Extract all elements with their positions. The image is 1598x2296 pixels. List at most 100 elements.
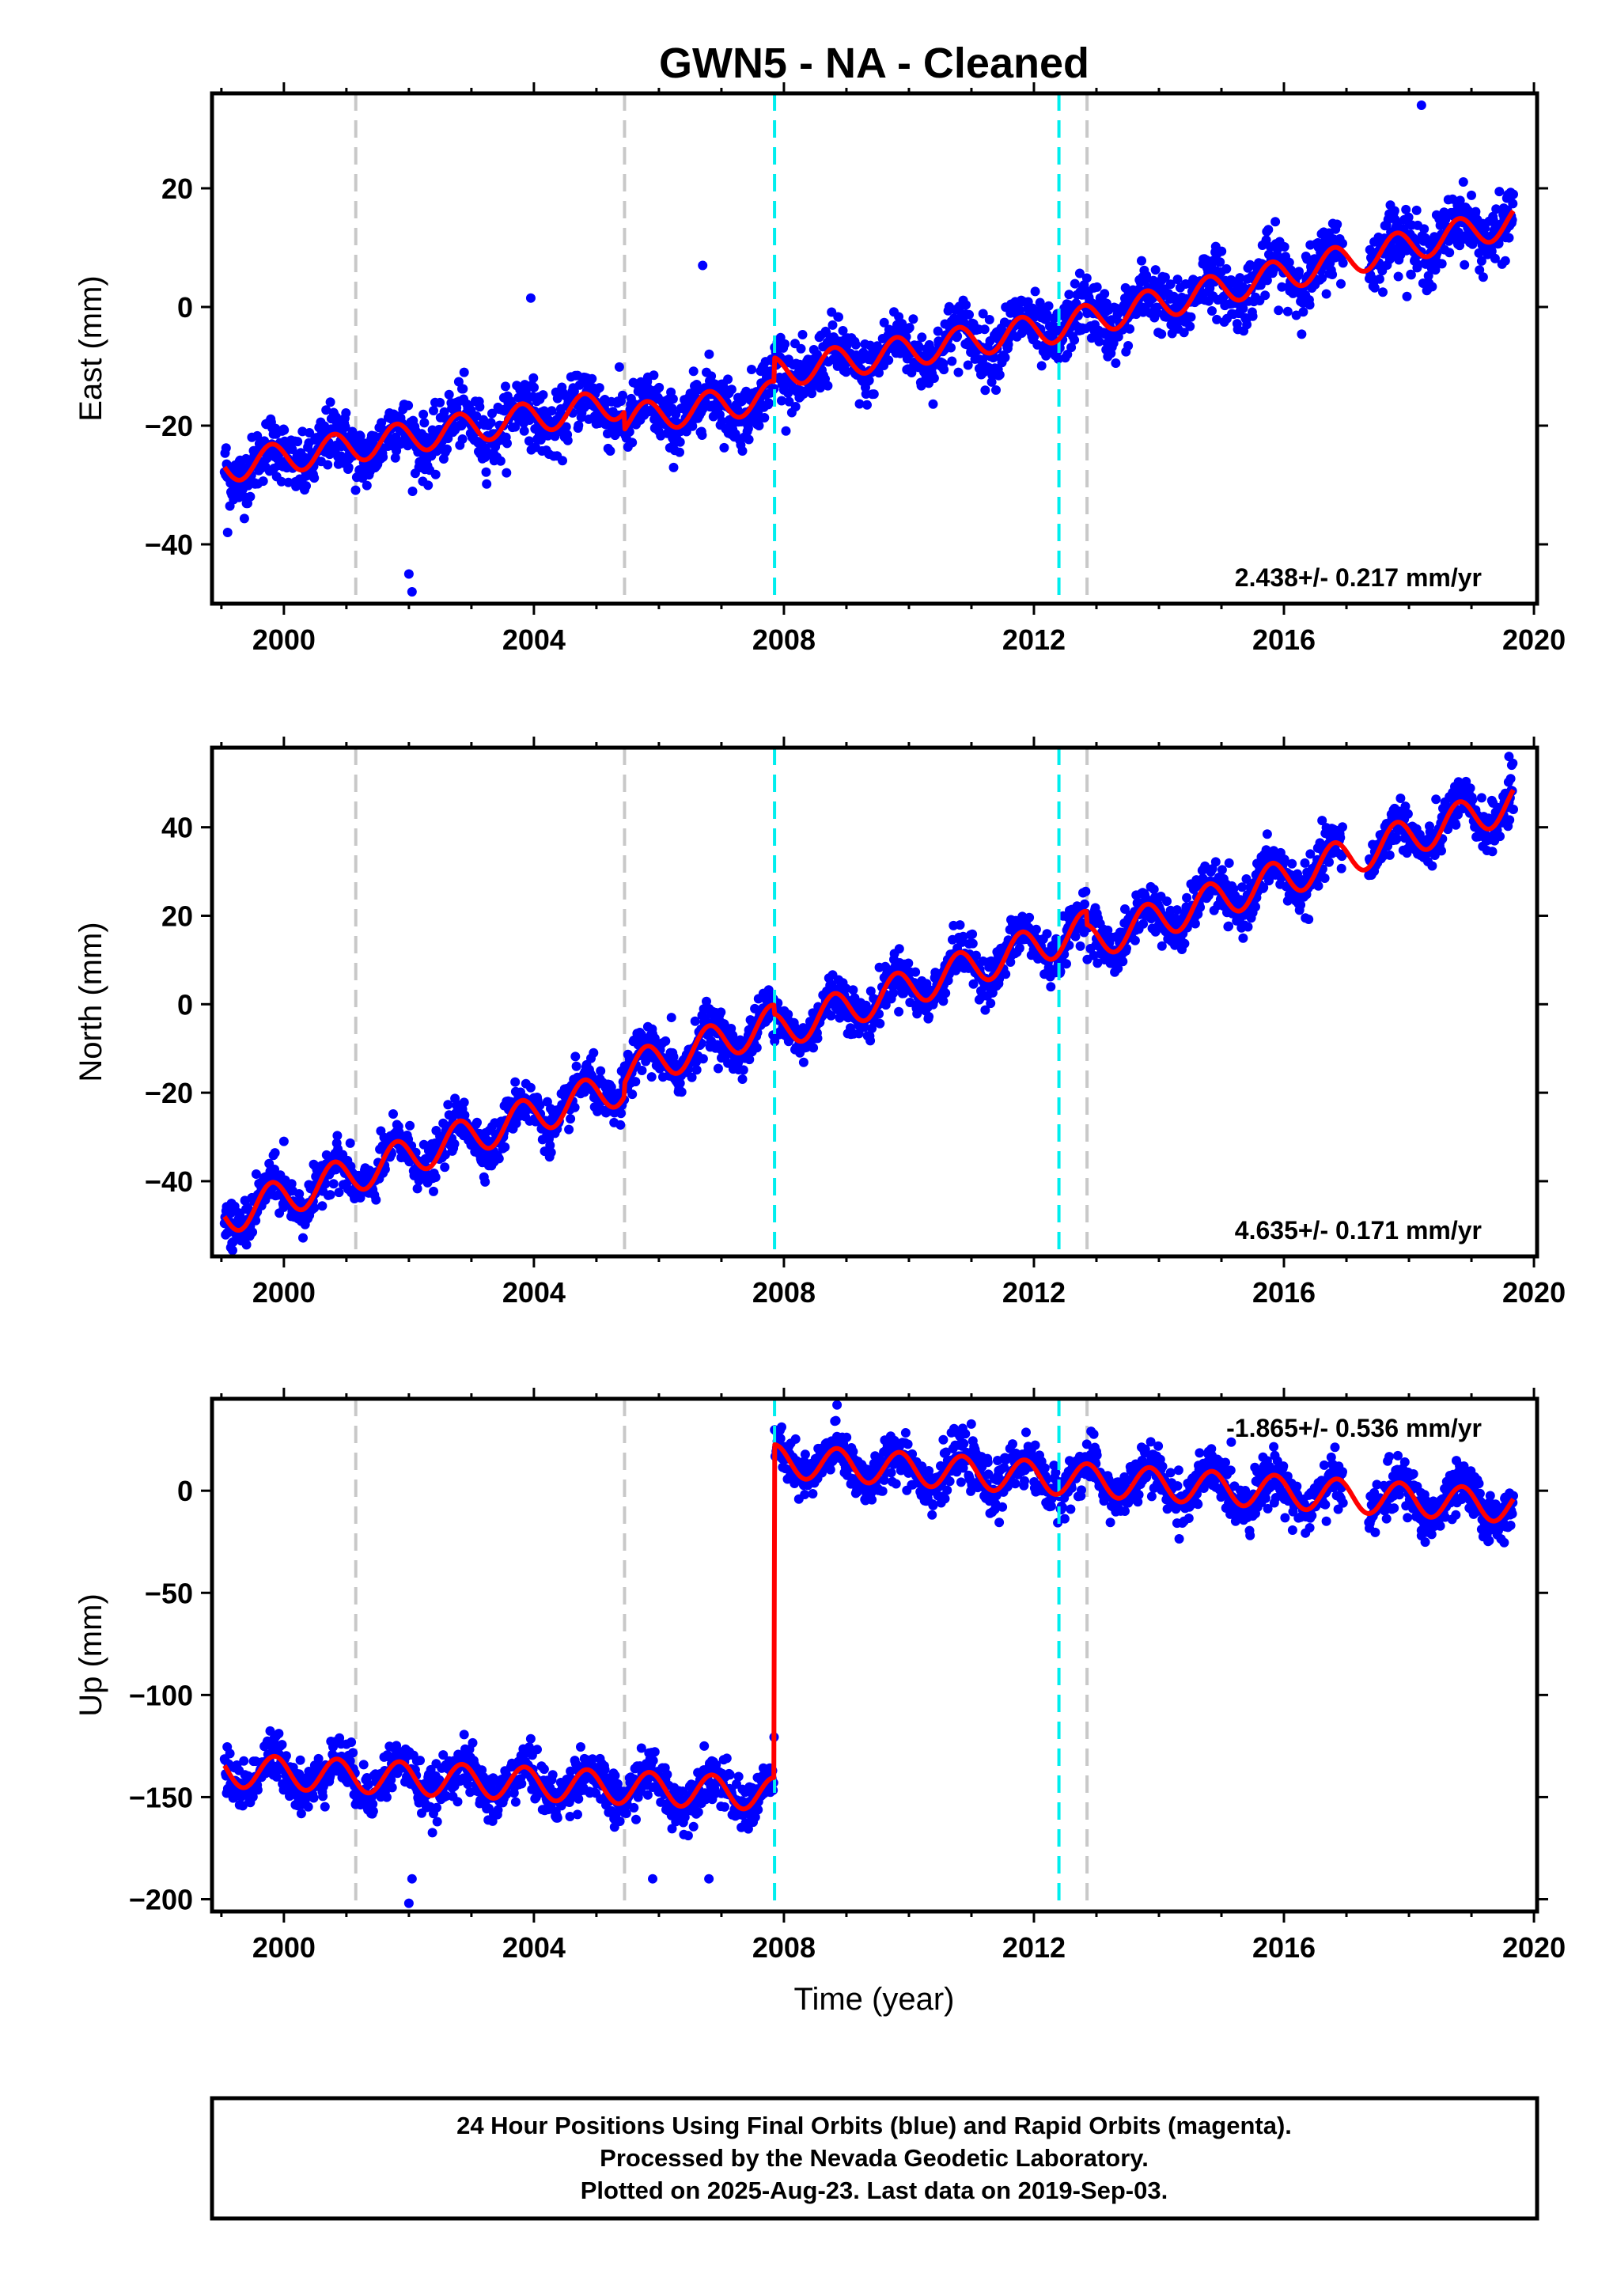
data-point bbox=[1338, 822, 1347, 832]
data-point bbox=[1320, 873, 1330, 883]
data-point bbox=[1212, 314, 1222, 324]
data-point bbox=[827, 320, 838, 330]
data-point bbox=[737, 446, 748, 456]
data-point bbox=[1284, 257, 1294, 267]
data-point bbox=[459, 367, 469, 377]
data-point bbox=[924, 1012, 934, 1021]
data-point bbox=[1217, 865, 1227, 875]
data-point bbox=[1505, 815, 1515, 825]
data-point bbox=[875, 1018, 885, 1029]
data-point bbox=[933, 326, 943, 336]
data-point bbox=[784, 396, 794, 407]
data-point bbox=[325, 1190, 335, 1200]
data-point bbox=[1130, 935, 1140, 945]
data-point bbox=[1279, 242, 1289, 252]
data-point bbox=[378, 452, 388, 462]
data-point bbox=[627, 438, 638, 448]
data-point bbox=[808, 1043, 819, 1053]
data-point bbox=[928, 399, 938, 409]
data-point bbox=[894, 1006, 904, 1017]
data-point bbox=[1081, 886, 1091, 896]
data-point bbox=[1427, 282, 1437, 292]
data-points bbox=[219, 100, 1518, 597]
data-point bbox=[911, 967, 921, 977]
data-point bbox=[1070, 335, 1080, 345]
data-point bbox=[407, 487, 418, 496]
data-point bbox=[293, 437, 303, 447]
data-point bbox=[1490, 253, 1500, 263]
x-tick-label: 2004 bbox=[502, 1276, 566, 1309]
data-point bbox=[1001, 969, 1011, 979]
data-point bbox=[1270, 217, 1281, 227]
data-point bbox=[1066, 343, 1077, 353]
data-point bbox=[1369, 282, 1380, 293]
data-point bbox=[1431, 794, 1441, 805]
outlier-point bbox=[222, 528, 233, 537]
y-tick-label: −20 bbox=[145, 410, 193, 442]
data-point bbox=[570, 1102, 580, 1112]
data-point bbox=[1160, 272, 1170, 282]
data-point bbox=[1460, 260, 1470, 270]
outlier-point bbox=[666, 1013, 676, 1023]
data-point bbox=[884, 355, 894, 366]
data-point bbox=[502, 468, 512, 478]
data-point bbox=[1401, 204, 1411, 214]
data-point bbox=[1207, 306, 1217, 316]
data-point bbox=[1125, 324, 1135, 334]
data-point bbox=[412, 1184, 422, 1194]
y-axis-label: East (mm) bbox=[74, 275, 108, 421]
data-point bbox=[574, 420, 584, 430]
data-point bbox=[688, 366, 699, 377]
data-point bbox=[480, 1176, 490, 1187]
data-point bbox=[343, 462, 354, 472]
data-point bbox=[675, 447, 684, 457]
data-point bbox=[277, 1740, 287, 1750]
data-point bbox=[1024, 912, 1035, 923]
data-point bbox=[1402, 291, 1412, 301]
data-point bbox=[1395, 794, 1406, 803]
data-point bbox=[952, 331, 963, 341]
data-point bbox=[325, 397, 335, 407]
data-point bbox=[571, 1061, 581, 1071]
data-point bbox=[941, 988, 951, 998]
data-point bbox=[323, 460, 333, 470]
data-point bbox=[1224, 858, 1234, 868]
data-point bbox=[777, 396, 786, 406]
data-point bbox=[1014, 943, 1024, 953]
data-point bbox=[1294, 267, 1304, 277]
data-point bbox=[1458, 177, 1468, 187]
data-point bbox=[570, 1051, 581, 1062]
data-point bbox=[781, 426, 791, 436]
x-tick-label: 2012 bbox=[1002, 623, 1066, 656]
data-point bbox=[874, 368, 884, 378]
data-point bbox=[487, 408, 497, 419]
data-point bbox=[525, 1082, 536, 1093]
data-point bbox=[362, 480, 372, 491]
data-point bbox=[687, 421, 698, 431]
data-point bbox=[1336, 863, 1346, 873]
data-point bbox=[713, 1063, 723, 1074]
data-point bbox=[1260, 290, 1270, 301]
data-point bbox=[780, 339, 790, 349]
data-point bbox=[1074, 268, 1085, 278]
data-point bbox=[1080, 899, 1090, 909]
data-point bbox=[1298, 307, 1308, 317]
data-point bbox=[1215, 257, 1225, 267]
data-point bbox=[596, 1066, 606, 1076]
data-point bbox=[1035, 297, 1045, 308]
data-point bbox=[1508, 199, 1518, 209]
data-point bbox=[388, 1109, 398, 1119]
data-point bbox=[259, 436, 270, 446]
data-point bbox=[486, 418, 496, 428]
data-point bbox=[986, 998, 996, 1009]
data-point bbox=[1467, 190, 1476, 200]
data-point bbox=[864, 375, 874, 385]
data-point bbox=[698, 1054, 708, 1064]
outlier-point bbox=[525, 293, 536, 303]
data-point bbox=[1238, 933, 1248, 943]
data-point bbox=[529, 382, 539, 392]
data-point bbox=[676, 1087, 687, 1097]
rate-label: 2.438+/- 0.217 mm/yr bbox=[1235, 563, 1482, 592]
data-point bbox=[1150, 265, 1161, 275]
